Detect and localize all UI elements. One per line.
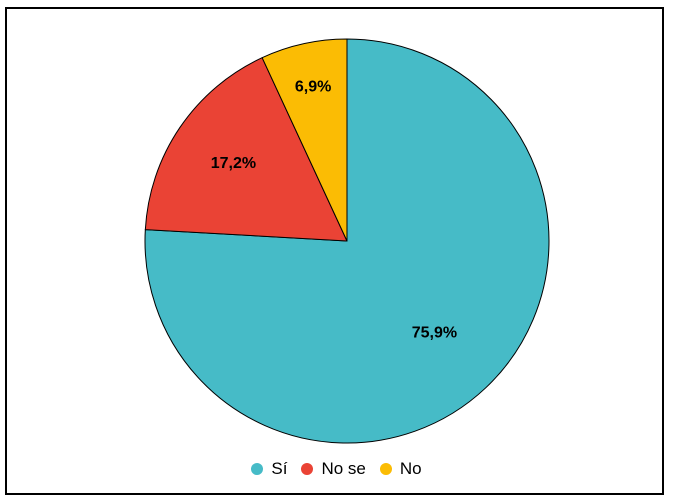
data-label-no: 6,9% (295, 78, 331, 95)
data-label-no-se: 17,2% (211, 155, 256, 172)
legend-label-no-se: No se (321, 459, 366, 478)
legend-item-no[interactable]: No (379, 459, 422, 479)
pie-slices (144, 38, 550, 444)
legend-marker-no (379, 463, 392, 475)
legend: Sí No se No (0, 459, 673, 479)
legend-label-no: No (399, 459, 422, 478)
pie-slice-no[interactable] (261, 38, 348, 242)
legend-item-no-se[interactable]: No se (301, 459, 366, 479)
legend-item-si[interactable]: Sí (251, 459, 287, 479)
legend-marker-si (251, 463, 264, 475)
pie-slice-no-se[interactable] (144, 57, 348, 242)
data-label-si: 75,9% (412, 325, 457, 342)
legend-label-si: Sí (271, 459, 288, 478)
legend-marker-no-se (301, 463, 314, 475)
pie-labels: 75,9% 17,2% 6,9% (211, 78, 457, 341)
